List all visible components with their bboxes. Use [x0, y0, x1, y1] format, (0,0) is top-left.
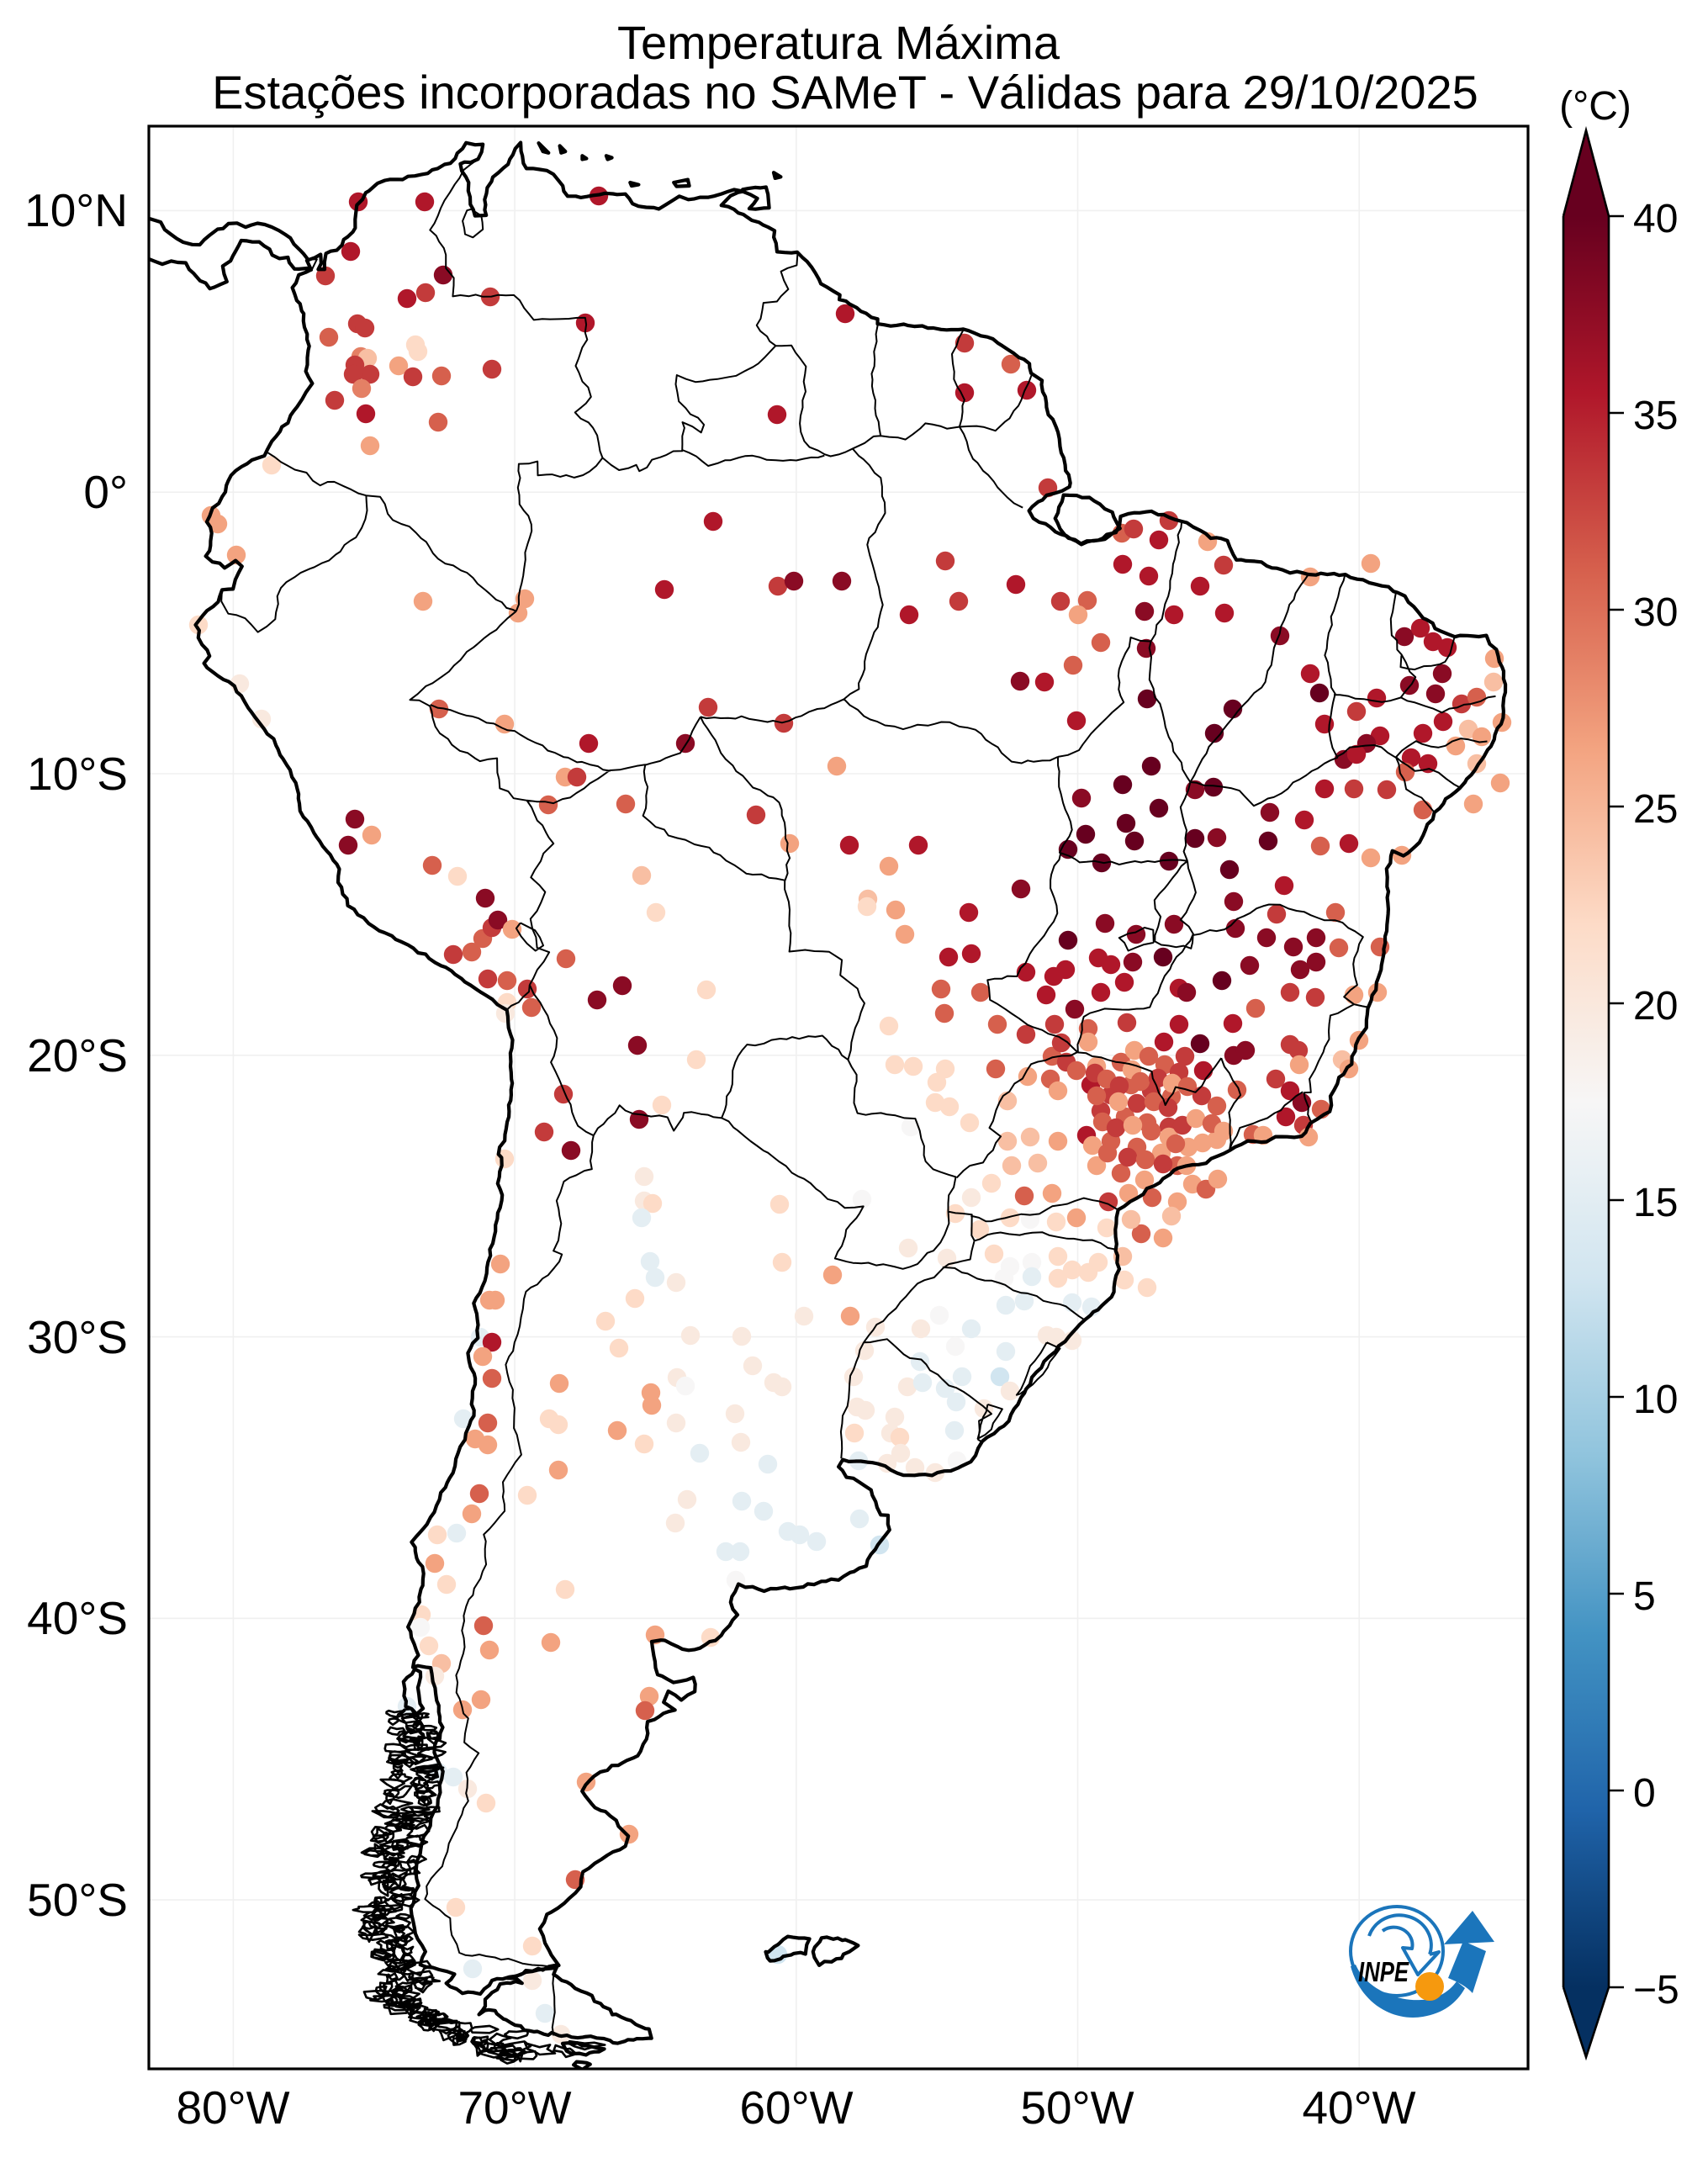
svg-text:20: 20	[1633, 984, 1678, 1029]
svg-text:20°S: 20°S	[27, 1029, 128, 1082]
svg-text:60°W: 60°W	[739, 2081, 853, 2134]
svg-text:5: 5	[1633, 1574, 1656, 1619]
svg-text:30°S: 30°S	[27, 1311, 128, 1363]
svg-text:(°C): (°C)	[1559, 84, 1631, 129]
svg-text:25: 25	[1633, 787, 1678, 832]
svg-text:INPE: INPE	[1358, 1956, 1409, 1987]
svg-text:15: 15	[1633, 1181, 1678, 1225]
svg-text:40: 40	[1633, 197, 1678, 241]
svg-text:Estações incorporadas no SAMeT: Estações incorporadas no SAMeT - Válidas…	[212, 66, 1478, 119]
svg-text:Temperatura Máxima: Temperatura Máxima	[617, 16, 1060, 69]
svg-text:0: 0	[1633, 1771, 1656, 1816]
svg-text:30: 30	[1633, 590, 1678, 635]
svg-text:−5: −5	[1633, 1968, 1679, 2013]
svg-text:10°S: 10°S	[27, 748, 128, 800]
svg-text:10°N: 10°N	[24, 184, 128, 236]
svg-text:40°S: 40°S	[27, 1592, 128, 1644]
svg-text:50°S: 50°S	[27, 1874, 128, 1926]
svg-text:0°: 0°	[83, 466, 128, 518]
svg-text:80°W: 80°W	[176, 2081, 289, 2134]
svg-text:10: 10	[1633, 1378, 1678, 1422]
svg-text:50°W: 50°W	[1020, 2081, 1134, 2134]
svg-text:40°W: 40°W	[1302, 2081, 1415, 2134]
svg-text:70°W: 70°W	[457, 2081, 571, 2134]
svg-text:35: 35	[1633, 394, 1678, 438]
